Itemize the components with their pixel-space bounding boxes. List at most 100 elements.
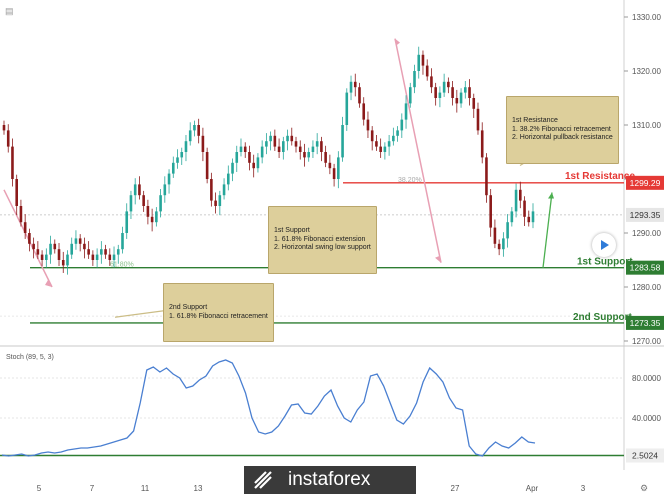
candle-body bbox=[353, 81, 357, 88]
support-2-price-tag: 1273.35 bbox=[630, 318, 661, 328]
candle-body bbox=[383, 146, 387, 152]
candle-body bbox=[167, 173, 171, 185]
candle-body bbox=[417, 54, 421, 71]
candle-body bbox=[226, 173, 230, 185]
candle-body bbox=[514, 189, 518, 212]
note-2nd-support: 2nd Support 1. 61.8% Fibonacci retracemen… bbox=[163, 283, 274, 342]
candle-body bbox=[349, 81, 353, 93]
candle-body bbox=[337, 157, 340, 179]
candle-body bbox=[523, 200, 526, 217]
play-button[interactable] bbox=[592, 233, 616, 257]
price-tick-label: 1320.00 bbox=[632, 67, 661, 76]
note-title: 1st Resistance bbox=[512, 117, 558, 124]
candle-body bbox=[497, 243, 501, 250]
candle-body bbox=[286, 135, 289, 142]
x-tick-label: 7 bbox=[90, 484, 95, 493]
price-tick-label: 1290.00 bbox=[632, 229, 661, 238]
candle-body bbox=[485, 157, 488, 196]
candle-body bbox=[248, 152, 251, 163]
candle-body bbox=[184, 141, 188, 152]
brand-name: instaforex bbox=[288, 469, 371, 490]
note-line: 1. 61.8% Fibonacci extension bbox=[274, 235, 366, 243]
candle-body bbox=[506, 222, 509, 239]
projection-arrow bbox=[542, 192, 553, 268]
candle-body bbox=[87, 249, 90, 255]
candle-body bbox=[396, 130, 399, 136]
support-1-label: 1st Support bbox=[577, 257, 633, 268]
candle-body bbox=[493, 227, 497, 244]
candle-body bbox=[155, 211, 158, 223]
candle-body bbox=[159, 195, 162, 212]
candle-body bbox=[362, 103, 366, 120]
note-1st-support: 1st Support 1. 61.8% Fibonacci extension 2… bbox=[268, 206, 377, 274]
candle-body bbox=[100, 249, 103, 255]
current-price-tag: 1293.35 bbox=[630, 210, 661, 220]
stoch-level-tag-bg bbox=[626, 448, 664, 463]
candle-body bbox=[218, 195, 222, 206]
candle-body bbox=[142, 195, 145, 206]
note-line: 1. 38.2% Fibonacci retracement bbox=[512, 125, 611, 133]
candle-body bbox=[133, 184, 137, 196]
stoch-level-tag: 2.5024 bbox=[632, 450, 658, 460]
x-tick-label: 3 bbox=[581, 484, 586, 493]
resistance-label: 1st Resistance bbox=[565, 171, 635, 182]
candle-body bbox=[197, 125, 200, 136]
watermark-logo: instaforex bbox=[244, 466, 416, 494]
candle-body bbox=[438, 92, 442, 98]
menu-icon[interactable]: ▤ bbox=[5, 6, 14, 16]
settings-gear-icon: ⚙ bbox=[640, 483, 648, 493]
candle-body bbox=[32, 243, 35, 250]
candle-body bbox=[260, 146, 264, 158]
fib-arrow-left-head bbox=[45, 280, 52, 287]
candle-body bbox=[294, 141, 298, 147]
candle-body bbox=[45, 254, 48, 260]
fib-618-label: 61.80% bbox=[110, 262, 134, 269]
support-2-label: 2nd Support bbox=[573, 312, 633, 323]
candle-body bbox=[430, 76, 433, 88]
candle-body bbox=[370, 130, 374, 142]
candle-body bbox=[61, 260, 65, 266]
note-line: 1. 61.8% Fibonacci retracement bbox=[169, 312, 268, 320]
candle-body bbox=[434, 87, 437, 98]
candle-body bbox=[57, 249, 61, 260]
candle-body bbox=[392, 135, 395, 142]
x-tick-label: 5 bbox=[37, 484, 42, 493]
candle-body bbox=[91, 254, 95, 260]
candle-body bbox=[328, 162, 332, 169]
fib-arrow-main-tail bbox=[395, 38, 400, 46]
candle-body bbox=[243, 146, 247, 152]
stoch-line bbox=[1, 359, 536, 457]
candle-body bbox=[74, 238, 78, 244]
candle-body bbox=[307, 152, 311, 158]
candle-body bbox=[53, 243, 57, 250]
candle-body bbox=[451, 87, 454, 98]
candle-body bbox=[138, 184, 141, 196]
candle-body bbox=[171, 162, 175, 174]
candle-body bbox=[358, 87, 361, 104]
note-title: 2nd Support bbox=[169, 304, 208, 311]
candle-body bbox=[6, 130, 10, 147]
note-title: 1st Support bbox=[274, 227, 310, 234]
candle-body bbox=[277, 146, 281, 152]
candle-body bbox=[282, 141, 285, 152]
candle-body bbox=[83, 243, 86, 250]
candle-body bbox=[320, 141, 323, 152]
candle-body bbox=[180, 152, 184, 158]
candle-body bbox=[214, 200, 217, 206]
candle-body bbox=[303, 152, 306, 158]
candle-body bbox=[273, 135, 277, 147]
candle-body bbox=[129, 195, 133, 212]
candle-body bbox=[332, 168, 336, 179]
candle-body bbox=[176, 157, 179, 163]
candle-body bbox=[290, 135, 294, 142]
current-price-tag-bg bbox=[626, 207, 664, 222]
x-tick-label: 27 bbox=[451, 484, 460, 493]
candle-body bbox=[146, 206, 150, 217]
fib-arrow-main bbox=[394, 38, 442, 263]
projection-arrow-head bbox=[548, 192, 554, 199]
candle-body bbox=[472, 98, 476, 109]
candle-body bbox=[408, 87, 412, 104]
candle-body bbox=[413, 71, 416, 88]
candle-body bbox=[531, 211, 535, 223]
